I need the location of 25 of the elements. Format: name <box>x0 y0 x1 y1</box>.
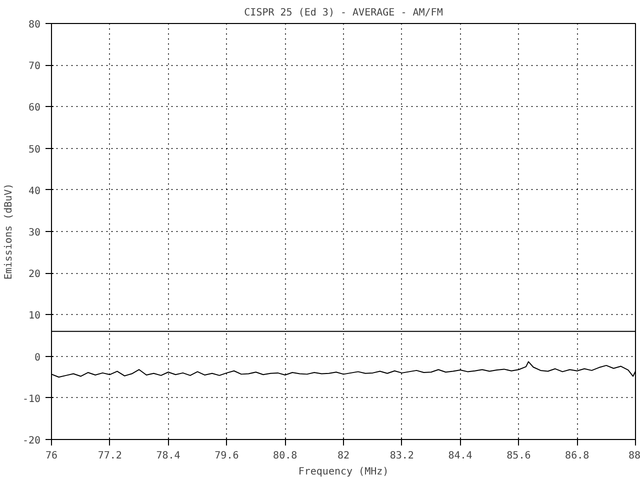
y-tick-label: 0 <box>34 352 41 364</box>
chart-title: CISPR 25 (Ed 3) - AVERAGE - AM/FM <box>244 8 443 18</box>
x-tick-label: 78.4 <box>156 450 180 462</box>
y-tick-label: 10 <box>28 310 41 322</box>
y-tick-label: 80 <box>28 20 41 30</box>
x-tick-label: 77.2 <box>98 450 122 462</box>
y-tick-label: 30 <box>28 228 41 238</box>
x-tick-label: 79.6 <box>214 450 239 462</box>
x-tick-label: 80.8 <box>273 450 298 462</box>
y-tick-label: -20 <box>22 436 40 446</box>
y-tick-label: 20 <box>28 269 41 280</box>
y-tick-label: 60 <box>28 102 41 114</box>
y-tick-label: -10 <box>22 394 40 405</box>
x-tick-label: 83.2 <box>390 450 414 462</box>
x-axis-title: Frequency (MHz) <box>298 466 389 478</box>
y-axis-title: Emissions (dBuV) <box>3 183 14 280</box>
x-tick-label: 84.4 <box>448 450 472 462</box>
y-tick-label: 40 <box>28 186 41 197</box>
x-tick-label: 86.8 <box>565 450 590 462</box>
y-tick-label: 70 <box>28 61 41 72</box>
x-tick-label: 76 <box>45 450 58 462</box>
x-tick-label: 85.6 <box>506 450 531 462</box>
y-tick-label: 50 <box>28 144 41 156</box>
x-tick-label: 88 <box>628 450 640 462</box>
x-tick-label: 82 <box>337 450 350 462</box>
